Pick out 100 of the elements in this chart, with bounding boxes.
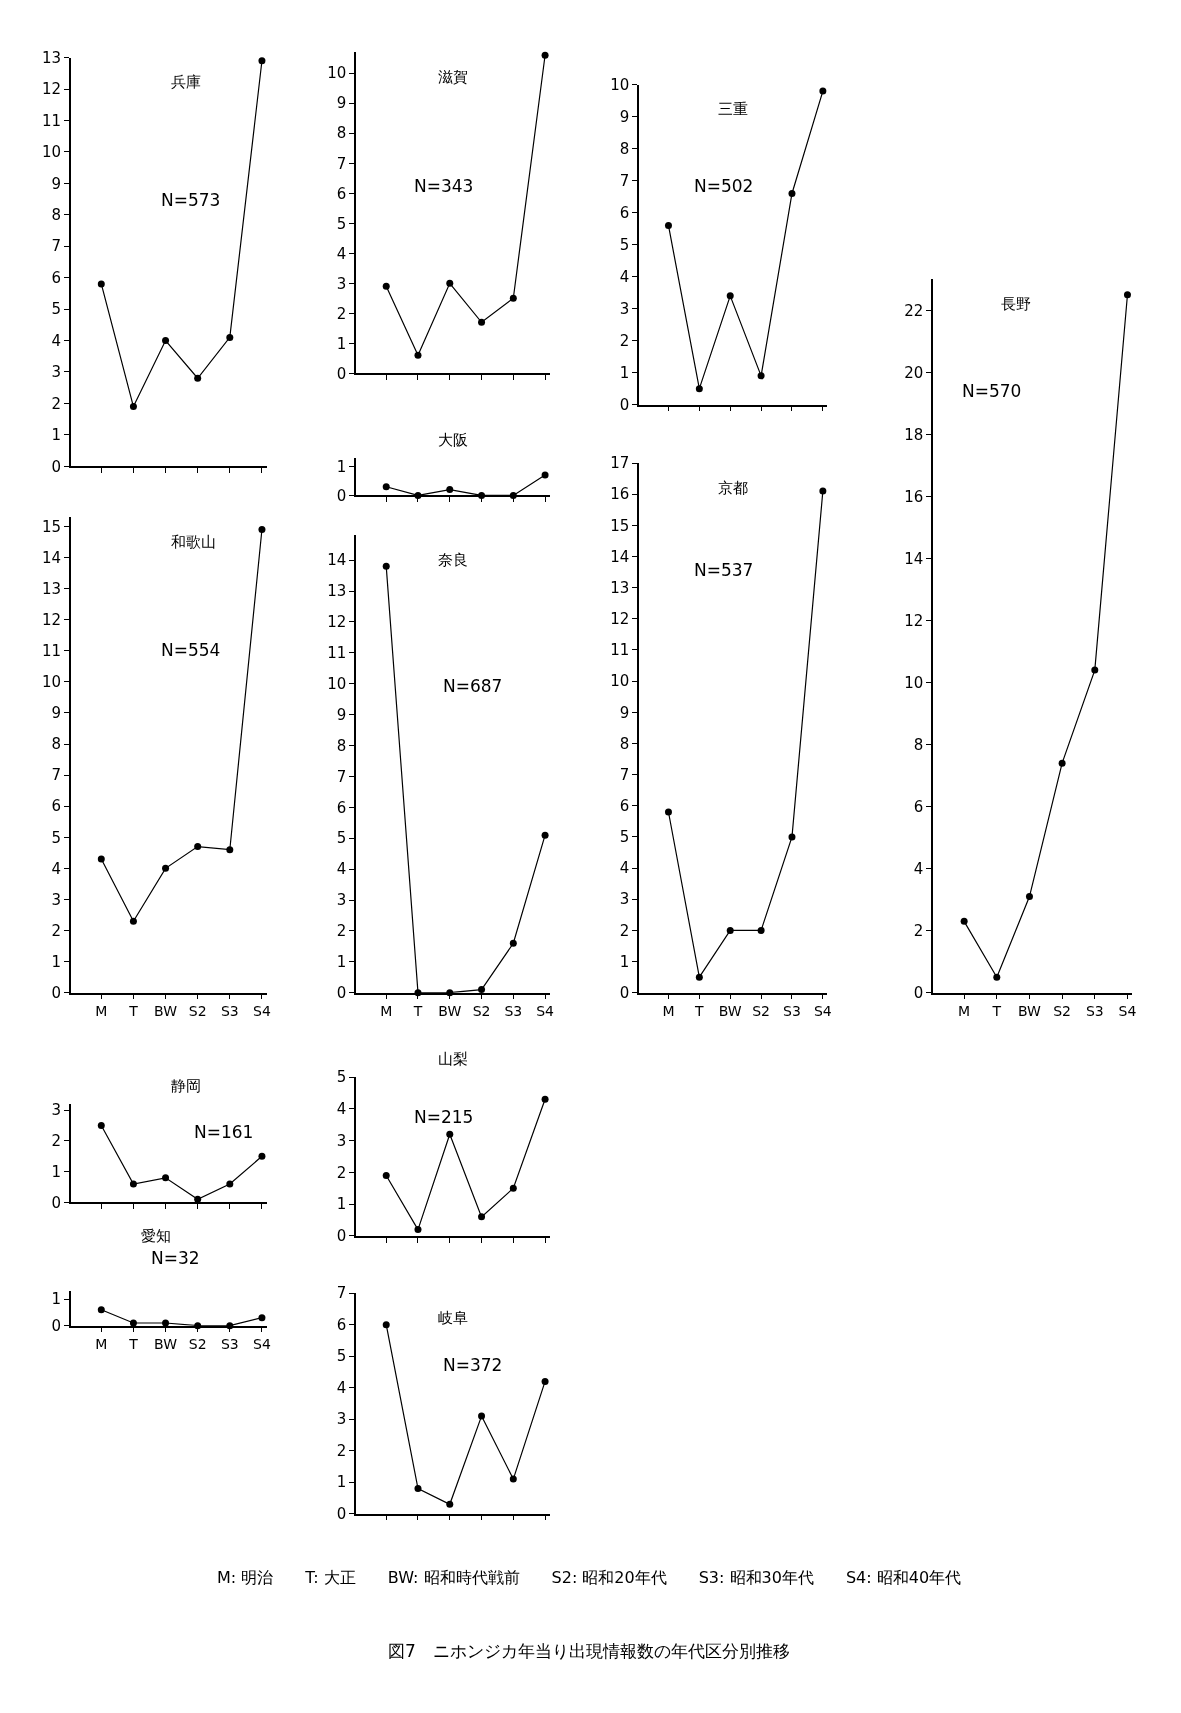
y-tick-label: 8 — [336, 736, 347, 755]
point — [162, 337, 170, 345]
point — [541, 471, 549, 479]
point — [258, 57, 266, 65]
y-tick-label: 7 — [619, 171, 630, 190]
y-tick-label: 4 — [619, 267, 630, 286]
point — [478, 1213, 486, 1221]
text: N=32 — [151, 1248, 200, 1268]
y-tick-label: 2 — [619, 331, 630, 350]
y-tick-label: 3 — [51, 1101, 62, 1120]
point — [509, 294, 517, 302]
y-tick-label: 5 — [336, 1347, 347, 1366]
annotation: N=372 — [443, 1355, 503, 1375]
x-tick-label: S2 — [188, 1336, 207, 1353]
y-tick-label: 3 — [336, 1410, 347, 1429]
point — [757, 926, 765, 934]
y-tick-label: 9 — [619, 107, 630, 126]
y-tick-label: 6 — [336, 1315, 347, 1334]
point — [382, 282, 390, 290]
y-tick-label: 0 — [336, 983, 347, 1002]
x-tick-label: T — [412, 1003, 423, 1020]
y-tick-label: 7 — [336, 767, 347, 786]
point — [446, 279, 454, 287]
y-tick-label: 9 — [51, 174, 62, 193]
annotation: N=573 — [161, 190, 221, 210]
y-tick-label: 0 — [336, 486, 347, 505]
y-tick-label: 8 — [336, 124, 347, 143]
x-tick-label: S2 — [472, 1003, 491, 1020]
x-tick-label: S4 — [253, 1336, 271, 1353]
y-tick-label: 2 — [913, 921, 924, 940]
x-tick-label: M — [95, 1336, 108, 1353]
point — [509, 939, 517, 947]
y-tick-label: 5 — [336, 214, 347, 233]
y-tick-label: 13 — [41, 579, 62, 598]
text: 兵庫 — [171, 73, 201, 91]
y-tick-label: 1 — [336, 1473, 347, 1492]
y-tick-label: 0 — [51, 457, 62, 476]
y-tick-label: 1 — [619, 952, 630, 971]
y-tick-label: 4 — [913, 859, 924, 878]
y-tick-label: 13 — [610, 578, 630, 597]
x-tick-label: T — [128, 1003, 139, 1020]
y-tick-label: 2 — [336, 922, 347, 941]
y-tick-label: 14 — [904, 549, 924, 568]
y-tick-label: 2 — [51, 1132, 62, 1151]
point — [129, 1180, 137, 1188]
y-tick-label: 2 — [336, 304, 347, 323]
y-tick-label: 9 — [51, 704, 62, 723]
y-tick-label: 6 — [51, 797, 62, 816]
point — [478, 318, 486, 326]
y-tick-label: 4 — [51, 331, 62, 350]
point — [819, 87, 827, 95]
y-tick-label: 14 — [610, 547, 630, 566]
y-tick-label: 14 — [41, 548, 62, 567]
y-tick-label: 12 — [41, 80, 62, 99]
y-tick-label: 5 — [336, 829, 347, 848]
annotation: N=161 — [194, 1122, 254, 1142]
x-tick-label: M — [662, 1003, 675, 1020]
x-tick-label: S4 — [536, 1003, 555, 1020]
x-tick-label: S2 — [1053, 1003, 1072, 1020]
point — [1025, 893, 1033, 901]
y-tick-label: 7 — [51, 766, 62, 785]
y-tick-label: 12 — [904, 611, 924, 630]
y-tick-label: 3 — [51, 363, 62, 382]
annotation: N=537 — [694, 560, 754, 580]
point — [162, 1174, 170, 1182]
y-tick-label: 15 — [41, 517, 62, 536]
point — [97, 855, 105, 863]
point — [478, 986, 486, 994]
point — [258, 1314, 266, 1322]
y-tick-label: 3 — [51, 890, 62, 909]
y-tick-label: 10 — [610, 672, 630, 691]
y-tick-label: 11 — [41, 111, 62, 130]
y-tick-label: 2 — [336, 1441, 347, 1460]
y-tick-label: 5 — [619, 828, 630, 847]
x-tick-label: S2 — [188, 1003, 207, 1020]
point — [194, 374, 202, 382]
y-tick-label: 12 — [327, 613, 347, 632]
y-tick-label: 9 — [336, 94, 347, 113]
y-tick-label: 5 — [51, 828, 62, 847]
y-tick-label: 18 — [904, 425, 924, 444]
point — [695, 973, 703, 981]
point — [664, 808, 672, 816]
y-tick-label: 4 — [336, 1378, 347, 1397]
point — [993, 973, 1001, 981]
y-tick-label: 7 — [336, 154, 347, 173]
point — [1123, 291, 1131, 299]
point — [129, 403, 137, 411]
point — [541, 1377, 549, 1385]
y-tick-label: 12 — [610, 610, 630, 629]
y-tick-label: 4 — [336, 1100, 347, 1119]
point — [757, 372, 765, 380]
y-tick-label: 10 — [904, 673, 924, 692]
x-tick-label: BW — [154, 1003, 178, 1020]
point — [664, 221, 672, 229]
point — [194, 1195, 202, 1203]
y-tick-label: 7 — [336, 1284, 347, 1303]
x-tick-label: S2 — [752, 1003, 770, 1020]
y-tick-label: 9 — [336, 705, 347, 724]
point — [382, 562, 390, 570]
y-tick-label: 7 — [51, 237, 62, 256]
